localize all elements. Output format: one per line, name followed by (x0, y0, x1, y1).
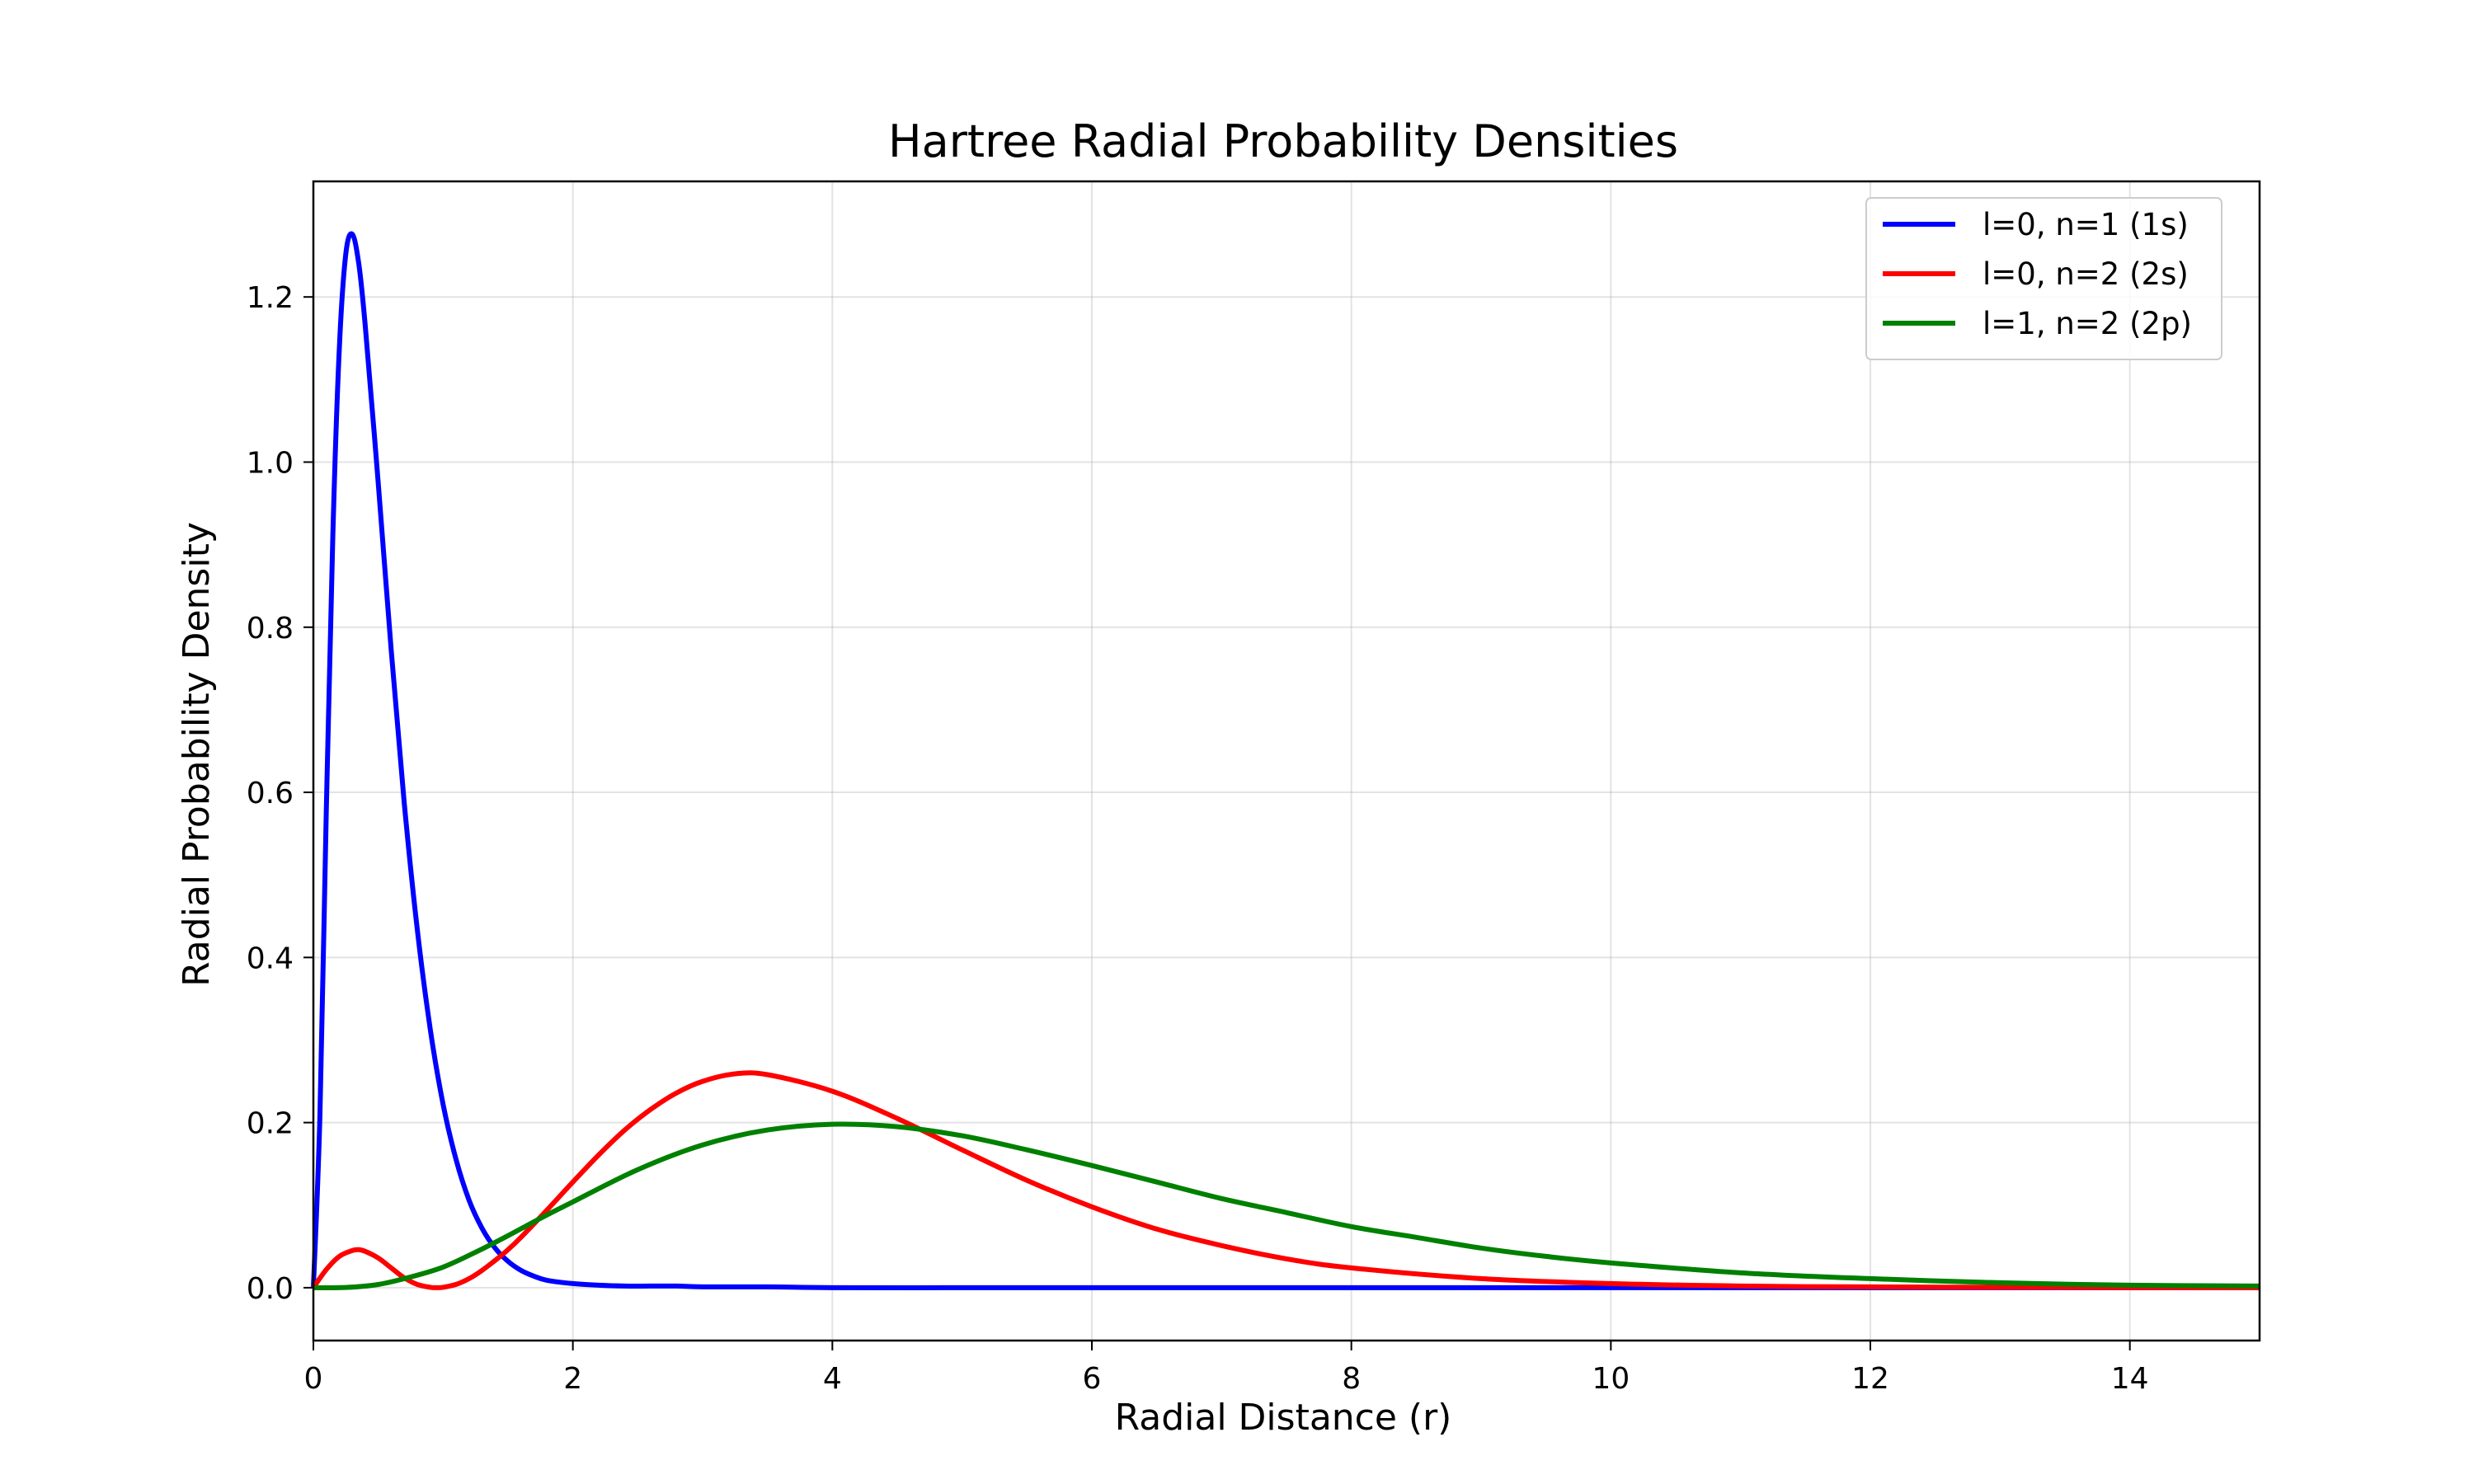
y-tick-label: 0.4 (247, 942, 294, 975)
legend: l=0, n=1 (1s) l=0, n=2 (2s) l=1, n=2 (2p) (1865, 197, 2222, 360)
x-tick-label: 0 (304, 1362, 323, 1396)
legend-box (1865, 197, 2222, 360)
x-tick-label: 12 (1851, 1362, 1889, 1396)
x-tick-label: 10 (1592, 1362, 1630, 1396)
y-tick-label: 0.6 (247, 777, 294, 810)
series-line-1 (311, 231, 2260, 1290)
y-tick-label: 0.0 (247, 1272, 294, 1306)
x-tick-label: 14 (2111, 1362, 2149, 1396)
x-tick-label: 4 (823, 1362, 842, 1396)
series-lines (311, 231, 2260, 1291)
x-axis-label: Radial Distance (r) (1115, 1397, 1452, 1439)
y-tick-label: 1.0 (247, 446, 294, 480)
y-tick-label: 1.2 (247, 281, 294, 315)
legend-label-1: l=0, n=1 (1s) (1982, 207, 2189, 242)
y-axis-label: Radial Probability Density (176, 522, 218, 987)
series-line-3 (313, 1121, 2260, 1291)
x-tick-label: 2 (563, 1362, 582, 1396)
chart-title: Hartree Radial Probability Densities (888, 115, 1678, 167)
y-tick-label: 0.8 (247, 612, 294, 646)
axis-ticks: 0 2 4 6 8 10 12 14 0.0 0.2 0.4 0.6 0.8 1.0 1.2 (247, 281, 2149, 1396)
plot-area-frame (312, 180, 2261, 1342)
legend-label-2: l=0, n=2 (2s) (1982, 256, 2189, 292)
x-tick-label: 8 (1342, 1362, 1361, 1396)
legend-label-3: l=1, n=2 (2p) (1982, 306, 2192, 341)
y-tick-label: 0.2 (247, 1107, 294, 1141)
x-tick-label: 6 (1083, 1362, 1102, 1396)
